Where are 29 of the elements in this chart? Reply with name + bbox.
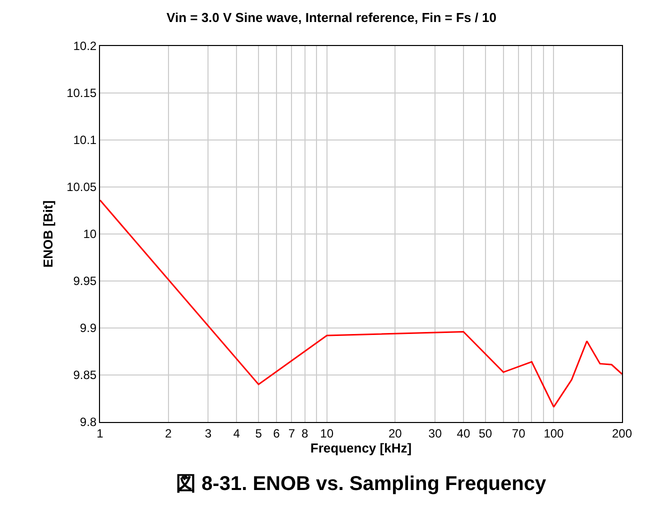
x-tick-label: 6 <box>273 426 280 440</box>
y-tick-label: 10.15 <box>66 86 97 100</box>
caption: 図 8-31. ENOB vs. Sampling Frequency <box>176 473 547 495</box>
x-tick-label: 5 <box>255 426 262 440</box>
y-tick-label: 9.95 <box>73 274 97 288</box>
x-axis-title: Frequency [kHz] <box>310 440 412 456</box>
x-tick-label: 200 <box>612 426 632 440</box>
x-tick-label: 7 <box>288 426 296 440</box>
y-tick-label: 9.8 <box>80 415 97 430</box>
y-axis-title: ENOB [Bit] <box>40 200 56 268</box>
x-tick-label: 100 <box>544 426 564 440</box>
y-tick-label: 9.85 <box>73 368 97 382</box>
x-tick-label: 50 <box>478 426 492 440</box>
y-tick-label: 10 <box>83 227 97 242</box>
y-tick-label: 10.1 <box>73 133 97 148</box>
x-tick-label: 20 <box>388 426 402 440</box>
x-tick-label: 10 <box>320 426 334 440</box>
x-tick-label: 40 <box>456 426 470 440</box>
chart-title: Vin = 3.0 V Sine wave, Internal reference, Fin = Fs / 10 <box>166 10 496 25</box>
x-tick-label: 8 <box>302 426 309 440</box>
x-tick-label: 30 <box>428 426 442 440</box>
x-tick-label: 70 <box>512 426 526 440</box>
x-tick-label: 3 <box>204 426 212 440</box>
x-tick-label: 4 <box>233 426 240 440</box>
y-tick-label: 9.9 <box>80 321 97 336</box>
x-tick-label: 2 <box>164 426 172 440</box>
x-tick-label: 1 <box>96 426 104 440</box>
y-tick-label: 10.05 <box>66 180 97 194</box>
y-tick-label: 10.2 <box>73 39 97 54</box>
